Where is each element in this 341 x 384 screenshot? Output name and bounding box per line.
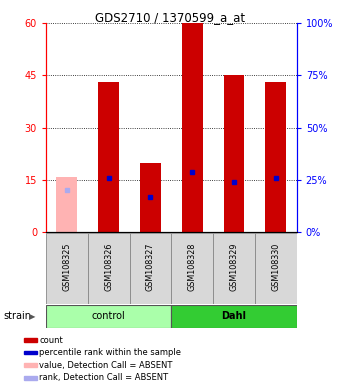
Text: value, Detection Call = ABSENT: value, Detection Call = ABSENT [40, 361, 173, 370]
Text: rank, Detection Call = ABSENT: rank, Detection Call = ABSENT [40, 373, 168, 382]
Bar [46, 305, 171, 328]
Bar [98, 82, 119, 232]
Text: strain: strain [3, 311, 31, 321]
Bar [224, 75, 244, 232]
Bar [255, 233, 297, 304]
Bar [24, 338, 37, 342]
Bar [24, 351, 37, 354]
Text: GSM108329: GSM108329 [229, 243, 238, 291]
Text: Dahl: Dahl [222, 311, 247, 321]
Text: control: control [92, 311, 125, 321]
Text: GSM108326: GSM108326 [104, 243, 113, 291]
Bar [24, 363, 37, 367]
Text: GSM108328: GSM108328 [188, 243, 197, 291]
Text: GSM108325: GSM108325 [62, 243, 71, 291]
Bar [172, 305, 297, 328]
Bar [130, 233, 171, 304]
Bar [213, 233, 255, 304]
Text: count: count [40, 336, 63, 344]
Text: GDS2710 / 1370599_a_at: GDS2710 / 1370599_a_at [95, 11, 246, 24]
Text: GSM108327: GSM108327 [146, 243, 155, 291]
Bar [46, 233, 88, 304]
Bar [182, 23, 203, 232]
Bar [57, 177, 77, 232]
Text: ▶: ▶ [29, 312, 35, 321]
Bar [140, 162, 161, 232]
Bar [24, 376, 37, 379]
Bar [265, 82, 286, 232]
Text: GSM108330: GSM108330 [271, 243, 280, 291]
Bar [172, 233, 213, 304]
Text: percentile rank within the sample: percentile rank within the sample [40, 348, 181, 357]
Bar [88, 233, 130, 304]
